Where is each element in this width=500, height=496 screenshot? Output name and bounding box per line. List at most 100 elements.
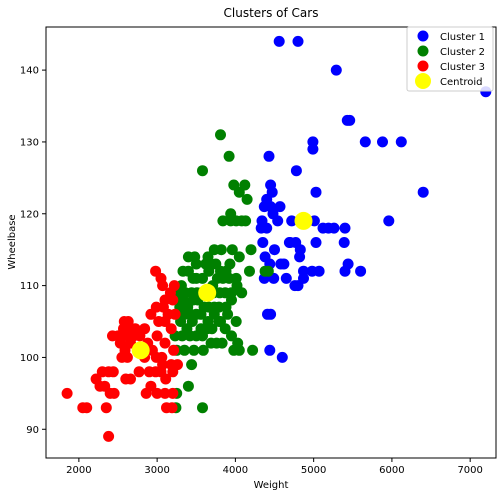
cluster-1-point xyxy=(286,215,298,227)
cluster-2-point xyxy=(219,323,231,335)
legend-label: Cluster 3 xyxy=(440,62,485,73)
cluster-2-point xyxy=(245,244,257,256)
cluster-1-point xyxy=(261,222,273,234)
cluster-1-point xyxy=(328,222,340,234)
cluster-2-point xyxy=(230,316,242,327)
x-axis-label: Weight xyxy=(254,480,289,491)
cluster-2-point xyxy=(179,344,190,356)
cluster-2-point xyxy=(222,308,234,320)
cluster-3-point xyxy=(150,351,162,363)
y-tick-label: 120 xyxy=(20,209,39,220)
cluster-1-point xyxy=(377,136,388,148)
centroid-point xyxy=(131,341,150,360)
x-tick-label: 4000 xyxy=(223,465,248,476)
legend-box xyxy=(406,26,494,92)
cluster-1-point xyxy=(265,308,277,320)
cluster-1-point xyxy=(292,35,304,47)
cluster-1-point xyxy=(263,150,275,162)
cluster-3-point xyxy=(159,387,171,399)
cluster-2-point xyxy=(244,265,255,277)
cluster-2-point xyxy=(224,258,236,270)
cluster-2-point xyxy=(217,215,229,227)
cluster-2-point xyxy=(197,165,208,177)
cluster-3-point xyxy=(168,344,180,356)
cluster-3-point xyxy=(169,308,181,320)
cluster-3-point xyxy=(107,366,119,378)
cluster-2-point xyxy=(176,330,188,342)
cluster-2-point xyxy=(233,344,245,356)
cluster-1-point xyxy=(294,251,306,263)
cluster-2-point xyxy=(186,316,198,327)
legend-marker xyxy=(417,30,429,42)
cluster-3-point xyxy=(121,351,133,363)
y-axis-label: Wheelbase xyxy=(7,214,18,269)
x-tick-label: 5000 xyxy=(301,465,326,476)
cluster-1-point xyxy=(290,165,302,177)
x-tick-label: 7000 xyxy=(457,465,482,476)
cluster-2-point xyxy=(188,344,200,356)
cluster-1-point xyxy=(307,143,319,155)
cluster-3-point xyxy=(125,373,136,385)
cluster-1-point xyxy=(264,344,276,356)
cluster-3-point xyxy=(100,402,112,414)
y-tick-label: 140 xyxy=(20,66,39,77)
x-tick-label: 3000 xyxy=(144,465,169,476)
cluster-3-point xyxy=(167,387,179,399)
cluster-3-point xyxy=(165,323,177,335)
cluster-1-point xyxy=(278,258,290,270)
cluster-1-point xyxy=(342,258,354,270)
cluster-2-point xyxy=(208,244,220,256)
cluster-3-point xyxy=(140,387,152,399)
cluster-1-point xyxy=(298,272,309,284)
cluster-2-point xyxy=(226,244,238,256)
cluster-2-point xyxy=(206,323,218,335)
cluster-1-point xyxy=(417,186,429,198)
cluster-1-point xyxy=(269,244,280,256)
legend-label: Cluster 1 xyxy=(440,32,485,43)
cluster-3-point xyxy=(167,366,179,378)
cluster-2-point xyxy=(195,308,207,320)
cluster-1-point xyxy=(330,64,342,76)
legend-marker xyxy=(417,60,429,72)
cluster-3-point xyxy=(103,430,115,442)
cluster-3-point xyxy=(159,316,171,327)
cluster-1-point xyxy=(280,272,292,284)
cluster-2-point xyxy=(247,344,259,356)
cluster-2-point xyxy=(236,287,248,299)
legend-marker xyxy=(417,45,429,57)
y-axis: 90 100 110 120 130 140 xyxy=(20,66,46,436)
cluster-1-point xyxy=(310,237,322,248)
cluster-1-point xyxy=(313,265,325,277)
cluster-3-point xyxy=(151,330,163,342)
cluster-1-point xyxy=(338,237,350,248)
y-tick-label: 110 xyxy=(20,281,39,292)
cluster-3-point xyxy=(151,387,163,399)
cluster-1-point xyxy=(257,237,269,248)
plot-frame xyxy=(45,26,497,459)
cluster-3-point xyxy=(81,402,93,414)
cluster-3-point xyxy=(133,366,145,378)
cluster-3-point xyxy=(61,387,73,399)
cluster-2-point xyxy=(197,330,208,342)
cluster-1-point xyxy=(276,351,288,363)
cluster-2-point xyxy=(223,150,235,162)
cluster-3-point xyxy=(159,337,171,349)
cluster-3-point xyxy=(108,387,120,399)
y-tick-label: 100 xyxy=(20,353,39,364)
y-tick-label: 130 xyxy=(20,137,39,148)
cluster-2-point xyxy=(197,344,209,356)
legend: Cluster 1 Cluster 2 Cluster 3 Centroid xyxy=(406,26,494,92)
cluster-3-point xyxy=(157,280,169,292)
cluster-1-point xyxy=(395,136,407,148)
cluster-2-point xyxy=(233,251,245,263)
cluster-3-point xyxy=(160,373,172,385)
cluster-2-point xyxy=(182,380,194,392)
cluster-3-point xyxy=(134,330,146,342)
x-tick-label: 6000 xyxy=(379,465,404,476)
centroid-point xyxy=(198,283,217,302)
cluster-3-point xyxy=(167,294,179,306)
cluster-1-point xyxy=(317,222,329,234)
cluster-1-point xyxy=(355,265,367,277)
cluster-2-point xyxy=(213,316,225,327)
